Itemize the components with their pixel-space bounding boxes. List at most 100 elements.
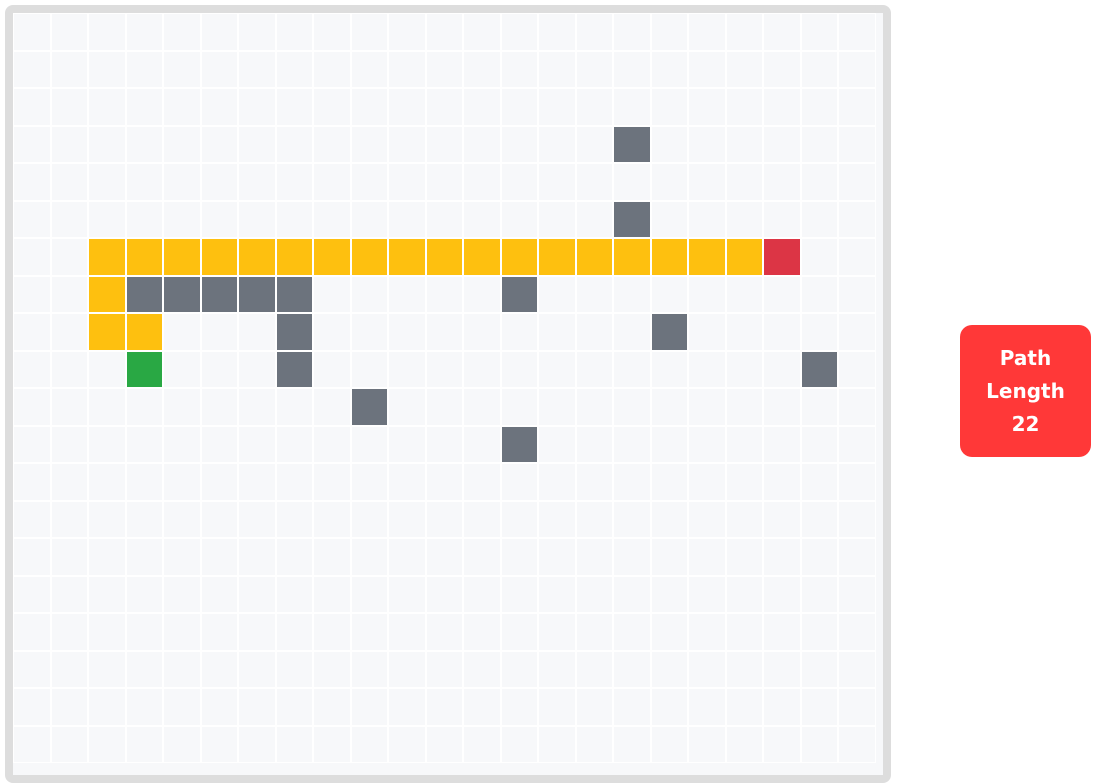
grid-cell[interactable]: [350, 313, 388, 351]
grid-cell[interactable]: [838, 388, 876, 426]
path-cell[interactable]: [200, 238, 238, 276]
grid-cell[interactable]: [88, 125, 126, 163]
grid-cell[interactable]: [350, 125, 388, 163]
path-cell[interactable]: [500, 238, 538, 276]
grid-cell[interactable]: [200, 200, 238, 238]
grid-cell[interactable]: [50, 725, 88, 763]
grid-cell[interactable]: [800, 575, 838, 613]
grid-cell[interactable]: [313, 613, 351, 651]
wall-cell[interactable]: [613, 125, 651, 163]
path-cell[interactable]: [688, 238, 726, 276]
grid-cell[interactable]: [538, 575, 576, 613]
grid-cell[interactable]: [725, 725, 763, 763]
grid-cell[interactable]: [200, 313, 238, 351]
grid-cell[interactable]: [125, 463, 163, 501]
grid-cell[interactable]: [313, 725, 351, 763]
grid-cell[interactable]: [763, 425, 801, 463]
grid-cell[interactable]: [463, 575, 501, 613]
grid-cell[interactable]: [50, 650, 88, 688]
grid-cell[interactable]: [463, 125, 501, 163]
grid-cell[interactable]: [763, 613, 801, 651]
grid-cell[interactable]: [650, 13, 688, 51]
grid-cell[interactable]: [425, 725, 463, 763]
grid-cell[interactable]: [650, 688, 688, 726]
grid-cell[interactable]: [125, 200, 163, 238]
grid-cell[interactable]: [838, 538, 876, 576]
grid-cell[interactable]: [800, 425, 838, 463]
grid-cell[interactable]: [275, 200, 313, 238]
grid-cell[interactable]: [238, 350, 276, 388]
grid-cell[interactable]: [763, 163, 801, 201]
grid-cell[interactable]: [800, 650, 838, 688]
grid-cell[interactable]: [200, 500, 238, 538]
grid-cell[interactable]: [275, 538, 313, 576]
grid-cell[interactable]: [575, 50, 613, 88]
grid-cell[interactable]: [313, 50, 351, 88]
grid-cell[interactable]: [200, 350, 238, 388]
grid-cell[interactable]: [838, 350, 876, 388]
grid-cell[interactable]: [388, 13, 426, 51]
grid-cell[interactable]: [725, 313, 763, 351]
grid-cell[interactable]: [350, 163, 388, 201]
grid-cell[interactable]: [763, 13, 801, 51]
grid-cell[interactable]: [838, 425, 876, 463]
grid-cell[interactable]: [838, 13, 876, 51]
grid-cell[interactable]: [163, 575, 201, 613]
grid-cell[interactable]: [538, 313, 576, 351]
grid-cell[interactable]: [238, 425, 276, 463]
grid-cell[interactable]: [200, 725, 238, 763]
grid-cell[interactable]: [500, 688, 538, 726]
grid-cell[interactable]: [50, 613, 88, 651]
grid-cell[interactable]: [688, 275, 726, 313]
path-cell[interactable]: [425, 238, 463, 276]
grid-cell[interactable]: [313, 575, 351, 613]
grid-cell[interactable]: [200, 688, 238, 726]
grid-cell[interactable]: [725, 500, 763, 538]
grid-cell[interactable]: [500, 388, 538, 426]
grid-cell[interactable]: [763, 500, 801, 538]
wall-cell[interactable]: [125, 275, 163, 313]
grid-cell[interactable]: [163, 88, 201, 126]
grid-cell[interactable]: [688, 425, 726, 463]
grid-cell[interactable]: [463, 200, 501, 238]
grid-cell[interactable]: [688, 613, 726, 651]
grid-cell[interactable]: [463, 313, 501, 351]
grid-cell[interactable]: [275, 500, 313, 538]
grid-cell[interactable]: [613, 50, 651, 88]
grid-cell[interactable]: [538, 538, 576, 576]
grid-cell[interactable]: [388, 125, 426, 163]
grid-cell[interactable]: [313, 650, 351, 688]
grid-cell[interactable]: [838, 88, 876, 126]
grid-cell[interactable]: [650, 88, 688, 126]
grid-cell[interactable]: [388, 425, 426, 463]
grid-cell[interactable]: [575, 125, 613, 163]
grid-cell[interactable]: [388, 88, 426, 126]
grid-cell[interactable]: [500, 650, 538, 688]
grid-cell[interactable]: [650, 613, 688, 651]
grid-cell[interactable]: [763, 125, 801, 163]
grid-cell[interactable]: [88, 725, 126, 763]
grid-cell[interactable]: [50, 350, 88, 388]
grid-cell[interactable]: [388, 538, 426, 576]
grid-cell[interactable]: [613, 613, 651, 651]
grid-cell[interactable]: [463, 13, 501, 51]
grid-cell[interactable]: [238, 88, 276, 126]
grid-cell[interactable]: [725, 200, 763, 238]
end-cell[interactable]: [763, 238, 801, 276]
wall-cell[interactable]: [613, 200, 651, 238]
path-cell[interactable]: [163, 238, 201, 276]
grid-cell[interactable]: [350, 500, 388, 538]
grid-cell[interactable]: [500, 200, 538, 238]
grid-cell[interactable]: [13, 725, 51, 763]
grid-cell[interactable]: [650, 275, 688, 313]
grid-cell[interactable]: [238, 725, 276, 763]
grid-cell[interactable]: [688, 388, 726, 426]
grid-cell[interactable]: [350, 463, 388, 501]
grid-cell[interactable]: [313, 163, 351, 201]
grid-cell[interactable]: [163, 350, 201, 388]
path-cell[interactable]: [275, 238, 313, 276]
path-cell[interactable]: [125, 238, 163, 276]
grid-cell[interactable]: [800, 613, 838, 651]
grid-cell[interactable]: [13, 613, 51, 651]
grid-cell[interactable]: [88, 350, 126, 388]
